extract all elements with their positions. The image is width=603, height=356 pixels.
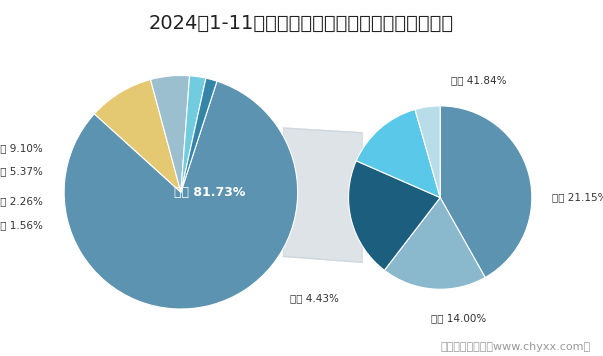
Text: 山东 41.84%: 山东 41.84%: [451, 75, 507, 85]
Text: 西南 9.10%: 西南 9.10%: [0, 143, 43, 153]
Wedge shape: [349, 161, 440, 270]
Wedge shape: [356, 109, 440, 198]
Text: 制图：智研咨询（www.chyxx.com）: 制图：智研咨询（www.chyxx.com）: [441, 342, 591, 352]
Text: 华东 81.73%: 华东 81.73%: [174, 186, 246, 199]
Wedge shape: [181, 78, 217, 192]
Text: 华南 2.26%: 华南 2.26%: [0, 197, 43, 206]
Text: 江苏 14.00%: 江苏 14.00%: [431, 314, 486, 324]
Wedge shape: [415, 106, 440, 198]
Wedge shape: [181, 76, 206, 192]
Wedge shape: [94, 79, 181, 192]
Wedge shape: [151, 75, 189, 192]
Text: 浙江 21.15%: 浙江 21.15%: [552, 193, 603, 203]
Text: 江西 4.43%: 江西 4.43%: [291, 293, 339, 303]
Text: 2024年1-11月中国小型拖拉机产量大区占比统计图: 2024年1-11月中国小型拖拉机产量大区占比统计图: [149, 14, 454, 33]
Wedge shape: [384, 198, 485, 289]
Text: 华北 1.56%: 华北 1.56%: [0, 220, 43, 230]
Wedge shape: [440, 106, 532, 277]
Text: 华中 5.37%: 华中 5.37%: [0, 166, 43, 176]
Wedge shape: [64, 81, 298, 309]
